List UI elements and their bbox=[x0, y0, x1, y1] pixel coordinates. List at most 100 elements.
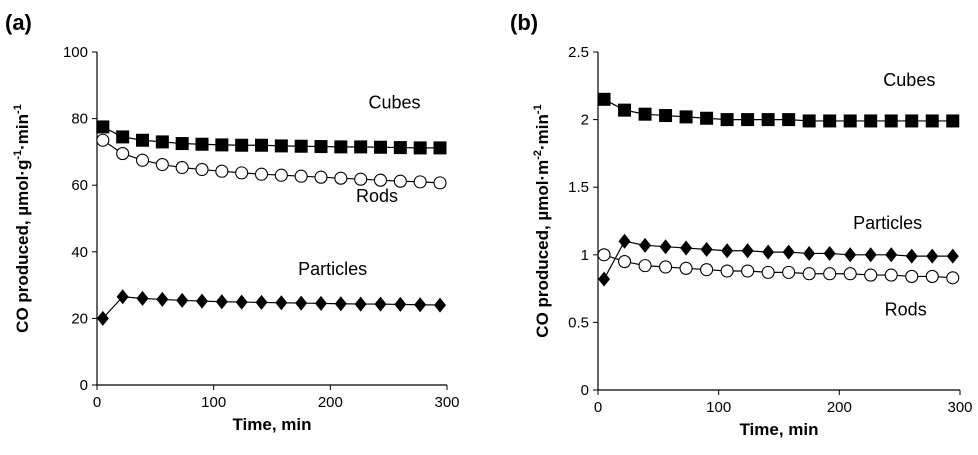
data-point bbox=[823, 267, 837, 281]
data-point bbox=[235, 138, 249, 152]
data-point bbox=[864, 268, 878, 282]
data-point bbox=[334, 171, 348, 185]
data-point bbox=[136, 290, 149, 306]
data-point bbox=[905, 114, 919, 128]
data-point bbox=[597, 92, 611, 106]
y-tick-label: 2.5 bbox=[568, 44, 589, 61]
data-point bbox=[700, 241, 713, 257]
data-point bbox=[803, 245, 816, 261]
data-point bbox=[843, 267, 857, 281]
data-point bbox=[215, 164, 229, 178]
y-tick-label: 20 bbox=[71, 310, 88, 327]
y-tick-label: 1 bbox=[581, 247, 589, 264]
data-point bbox=[175, 161, 189, 175]
data-point bbox=[393, 174, 407, 188]
y-axis-title-superscript: -1 bbox=[12, 104, 24, 114]
data-point bbox=[679, 261, 693, 275]
data-point bbox=[864, 114, 878, 128]
x-tick-label: 0 bbox=[594, 399, 602, 416]
data-point bbox=[905, 269, 919, 283]
data-point bbox=[680, 240, 693, 256]
data-point bbox=[802, 114, 816, 128]
data-point bbox=[195, 162, 209, 177]
y-tick-label: 40 bbox=[71, 244, 88, 261]
data-point bbox=[176, 292, 189, 308]
data-point bbox=[334, 296, 347, 312]
data-point bbox=[802, 267, 816, 281]
data-point bbox=[96, 133, 110, 147]
data-point bbox=[315, 295, 327, 311]
data-point bbox=[156, 291, 169, 307]
data-point bbox=[274, 168, 288, 182]
data-point bbox=[823, 114, 837, 128]
series-cubes bbox=[96, 120, 447, 155]
x-tick-label: 300 bbox=[947, 399, 972, 416]
data-point bbox=[782, 113, 796, 127]
data-point bbox=[946, 248, 959, 264]
data-point bbox=[925, 114, 939, 128]
data-point bbox=[597, 248, 611, 262]
y-tick-label: 60 bbox=[71, 177, 88, 194]
data-point bbox=[844, 247, 857, 263]
data-point bbox=[175, 137, 189, 151]
y-tick-label: 0.5 bbox=[568, 314, 589, 331]
series-line bbox=[102, 139, 441, 184]
data-point bbox=[700, 111, 714, 125]
data-point bbox=[721, 243, 734, 259]
data-point bbox=[116, 147, 130, 161]
data-point bbox=[884, 114, 898, 128]
data-point bbox=[679, 110, 693, 124]
series-label-particles: Particles bbox=[298, 259, 367, 279]
data-point bbox=[618, 103, 632, 117]
data-point bbox=[720, 264, 734, 278]
data-point bbox=[782, 265, 796, 279]
data-point bbox=[155, 135, 169, 149]
data-point bbox=[741, 243, 754, 259]
data-point bbox=[413, 175, 427, 189]
y-axis-title: CO produced, µmol·m-2·min-1 bbox=[532, 104, 552, 337]
series-label-cubes: Cubes bbox=[368, 93, 420, 113]
panel-label: (a) bbox=[5, 10, 32, 35]
series-line bbox=[102, 126, 440, 149]
y-axis-title-part: CO produced, µmol·m bbox=[533, 160, 552, 338]
series-line bbox=[102, 296, 441, 319]
data-point bbox=[700, 263, 714, 277]
x-axis-title: Time, min bbox=[232, 415, 311, 434]
data-point bbox=[314, 140, 328, 154]
data-point bbox=[235, 294, 248, 310]
data-point bbox=[762, 244, 775, 260]
data-point bbox=[414, 297, 427, 313]
data-point bbox=[294, 169, 308, 183]
data-point bbox=[659, 239, 672, 255]
y-axis-title-part: ·min bbox=[533, 114, 552, 150]
data-point bbox=[255, 294, 268, 310]
data-point bbox=[720, 113, 734, 127]
data-point bbox=[196, 293, 208, 309]
y-tick-label: 2 bbox=[581, 112, 589, 129]
y-tick-label: 80 bbox=[71, 111, 88, 128]
data-point bbox=[373, 173, 388, 187]
data-point bbox=[433, 141, 447, 155]
data-point bbox=[374, 296, 387, 312]
data-point bbox=[433, 176, 447, 190]
data-point bbox=[659, 109, 673, 123]
data-point bbox=[215, 138, 229, 152]
data-point bbox=[864, 247, 877, 263]
data-point bbox=[255, 138, 268, 152]
y-tick-label: 0 bbox=[80, 377, 88, 394]
data-point bbox=[374, 140, 387, 154]
x-axis-title: Time, min bbox=[739, 420, 818, 439]
x-tick-label: 300 bbox=[434, 394, 459, 411]
data-point bbox=[275, 295, 288, 311]
data-point bbox=[885, 247, 898, 263]
data-point bbox=[905, 248, 918, 264]
data-point bbox=[659, 260, 673, 274]
series-rods bbox=[96, 133, 447, 190]
series-line bbox=[603, 254, 953, 279]
data-point bbox=[295, 295, 308, 311]
data-point bbox=[195, 137, 209, 151]
series-cubes bbox=[597, 92, 960, 128]
data-point bbox=[926, 248, 939, 264]
series-label-particles: Particles bbox=[853, 213, 922, 233]
series-line bbox=[603, 240, 953, 280]
